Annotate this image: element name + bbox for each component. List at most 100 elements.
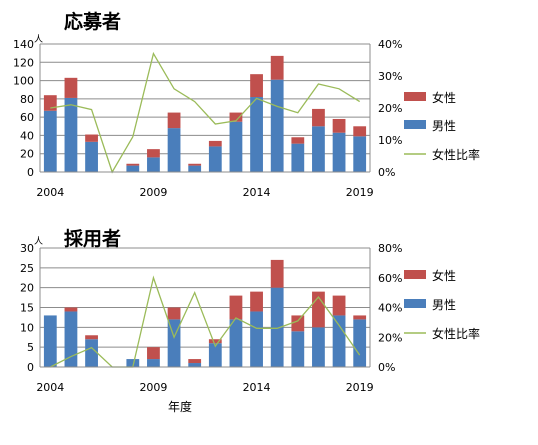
line-female-ratio (50, 275, 361, 368)
bar-female (85, 134, 98, 142)
y2-tick-label: 0% (378, 166, 395, 179)
y-tick-label: 20 (20, 148, 34, 161)
bar-male (126, 359, 140, 367)
bar-female (229, 112, 243, 122)
line-female-ratio (50, 51, 361, 174)
bar-female (353, 126, 367, 137)
bar-male (332, 132, 346, 172)
bar-male (291, 331, 305, 367)
bar-male (291, 143, 305, 172)
y-tick-label: 40 (20, 129, 34, 142)
y2-tick-label: 20% (378, 102, 402, 115)
y2-tick-label: 30% (378, 70, 402, 83)
legend-label: 男性 (432, 298, 456, 312)
y-tick-label: 20 (20, 282, 34, 295)
bar-male (250, 311, 263, 367)
legend-swatch (404, 270, 426, 279)
bar-female (188, 359, 202, 364)
bar-male (208, 146, 222, 172)
legend-label: 男性 (432, 119, 456, 133)
y-tick-label: 140 (13, 38, 34, 51)
bar-male (312, 126, 325, 172)
bar-female (332, 295, 346, 316)
bar-female (147, 149, 160, 158)
bar-female (208, 339, 222, 344)
x-tick-label: 2004 (36, 186, 64, 199)
bar-female (312, 108, 325, 127)
bar-male (126, 165, 140, 172)
bar-female (291, 315, 305, 332)
bar-female (64, 77, 78, 98)
y-axis-unit: 人 (34, 236, 43, 247)
y2-tick-label: 40% (378, 302, 402, 315)
bar-male (85, 339, 98, 367)
bar-male (85, 141, 98, 172)
bar-female (208, 140, 222, 147)
y-tick-label: 30 (20, 242, 34, 255)
x-tick-label: 2009 (139, 186, 167, 199)
bar-male (43, 315, 57, 367)
bar-male (353, 319, 367, 367)
bar-female (43, 95, 57, 111)
chart-applicants: 応募者 人 0 20 40 60 80 100 120 140 0% 10% 20% 30% 40% 20… (13, 10, 480, 199)
bar-male (167, 128, 181, 172)
x-tick-label: 2014 (243, 186, 271, 199)
bar-male (64, 97, 78, 172)
y2-tick-label: 0% (378, 361, 395, 374)
y-tick-label: 10 (20, 321, 34, 334)
x-tick-label: 2004 (36, 381, 64, 394)
legend-label: 女性 (432, 90, 456, 105)
bar-male (64, 311, 78, 367)
bar-male (147, 359, 160, 367)
bar-male (208, 343, 222, 367)
y-tick-label: 0 (27, 166, 34, 179)
x-tick-label: 2014 (243, 381, 271, 394)
y-axis-unit: 人 (34, 34, 43, 45)
x-tick-label: 2019 (346, 381, 374, 394)
bar-male (332, 315, 346, 367)
bar-female (167, 112, 181, 129)
x-axis-label: 年度 (168, 399, 192, 414)
bar-female (126, 163, 140, 166)
bar-female (229, 295, 243, 320)
bar-female (64, 307, 78, 312)
bar-female (85, 335, 98, 340)
y-tick-label: 60 (20, 111, 34, 124)
bar-male (229, 319, 243, 367)
y-tick-label: 100 (13, 75, 34, 88)
bar-male (188, 363, 202, 367)
bar-male (229, 121, 243, 172)
bar-female (353, 315, 367, 320)
x-tick-label: 2009 (139, 381, 167, 394)
bar-male (312, 327, 325, 367)
bar-male (43, 110, 57, 172)
bar-female (250, 74, 263, 98)
x-tick-label: 2019 (346, 186, 374, 199)
bar-female (270, 55, 284, 80)
y-tick-label: 15 (20, 302, 34, 315)
bar-female (332, 118, 346, 133)
bar-male (270, 287, 284, 367)
y-tick-label: 25 (20, 262, 34, 275)
legend-swatch (404, 120, 426, 129)
bar-male (353, 136, 367, 172)
y-tick-label: 80 (20, 93, 34, 106)
legend-label: 女性 (432, 268, 456, 283)
legend-swatch (404, 92, 426, 101)
chart-title: 応募者 (64, 10, 121, 33)
bar-female (291, 137, 305, 144)
y-tick-label: 0 (27, 361, 34, 374)
bar-female (167, 307, 181, 320)
chart-hires: 採用者 人 0 5 10 15 20 25 30 0% 20% 40% 60% 80% 2004 2009… (20, 228, 480, 394)
bar-female (188, 163, 202, 166)
bar-male (188, 165, 202, 172)
y2-tick-label: 10% (378, 134, 402, 147)
y2-tick-label: 80% (378, 242, 402, 255)
y2-tick-label: 40% (378, 38, 402, 51)
bar-female (250, 291, 263, 312)
bar-female (147, 347, 160, 360)
legend-swatch (404, 299, 426, 308)
bar-female (270, 259, 284, 288)
bar-male (147, 157, 160, 172)
